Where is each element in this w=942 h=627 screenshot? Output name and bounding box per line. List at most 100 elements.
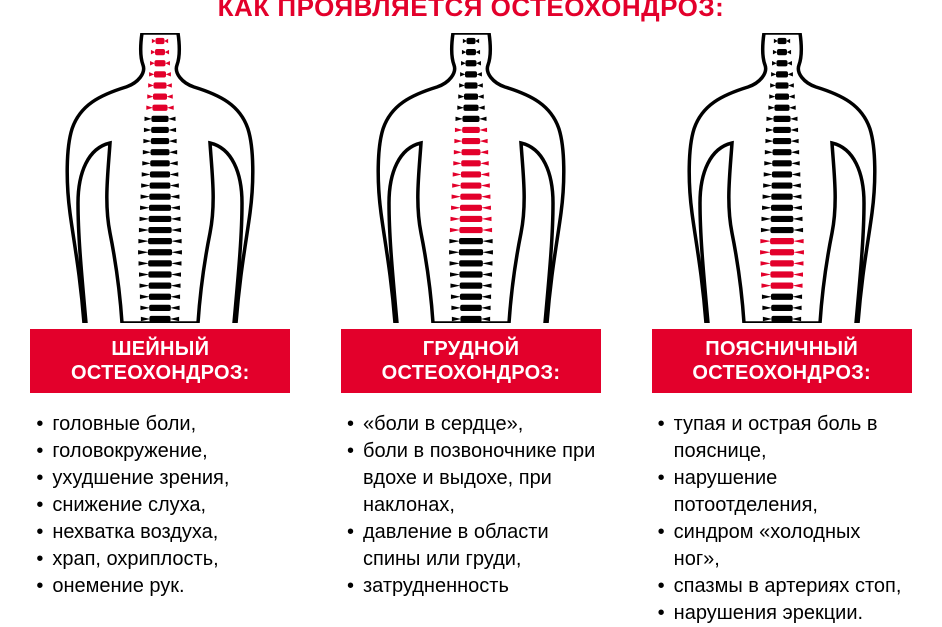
vertebra [451, 294, 491, 300]
vertebra [138, 249, 182, 255]
vertebra-highlight [761, 283, 802, 289]
vertebra [145, 116, 176, 122]
list-item: храп, охриплость, [36, 546, 290, 573]
vertebra-highlight [452, 182, 490, 188]
section-label-line1: ГРУДНОЙ [341, 337, 601, 361]
vertebra [766, 127, 798, 133]
vertebra [451, 305, 490, 311]
vertebra-highlight [453, 171, 490, 177]
vertebra [144, 138, 177, 144]
vertebra-highlight [760, 249, 804, 255]
vertebra-highlight [147, 105, 174, 111]
vertebra [762, 305, 801, 311]
vertebra [141, 182, 179, 188]
section-label: ШЕЙНЫЙОСТЕОХОНДРОЗ: [30, 329, 290, 393]
vertebra [141, 194, 180, 200]
vertebra [449, 238, 492, 244]
list-item: ухудшение зрения, [36, 465, 290, 492]
vertebra [458, 94, 484, 100]
vertebra-highlight [761, 271, 803, 277]
vertebra-highlight [150, 60, 170, 66]
vertebra [463, 38, 479, 44]
vertebra [461, 60, 481, 66]
vertebra-highlight [454, 149, 488, 155]
columns-row: ШЕЙНЫЙОСТЕОХОНДРОЗ: головные боли,головок… [20, 33, 922, 627]
vertebra [140, 205, 180, 211]
vertebra [771, 71, 793, 77]
vertebra [761, 227, 803, 233]
vertebra [452, 316, 490, 322]
list-item: боли в позвоночнике при вдохе и выдохе, … [347, 438, 601, 519]
list-item: онемение рук. [36, 573, 290, 600]
spine-figure [652, 33, 912, 323]
vertebra [449, 249, 493, 255]
vertebra [763, 182, 801, 188]
vertebra [462, 49, 480, 55]
section-label-line2: ОСТЕОХОНДРОЗ: [30, 361, 290, 385]
vertebra [768, 105, 795, 111]
vertebra [765, 138, 798, 144]
vertebra-highlight [760, 238, 803, 244]
column-0: ШЕЙНЫЙОСТЕОХОНДРОЗ: головные боли,головок… [20, 33, 301, 627]
list-item: головные боли, [36, 411, 290, 438]
list-item: спазмы в артериях стоп, [658, 573, 912, 600]
vertebra [450, 260, 493, 266]
vertebra [141, 316, 179, 322]
vertebra [139, 238, 182, 244]
vertebra [450, 271, 492, 277]
symptom-list: «боли в сердце»,боли в позвоночнике при … [341, 411, 601, 600]
spine-figure [341, 33, 601, 323]
list-item: тупая и острая боль в пояснице, [658, 411, 912, 465]
vertebra [774, 38, 790, 44]
vertebra [762, 194, 801, 200]
vertebra-highlight [452, 194, 491, 200]
section-label: ГРУДНОЙОСТЕОХОНДРОЗ: [341, 329, 601, 393]
vertebra-highlight [152, 38, 168, 44]
column-2: ПОЯСНИЧНЫЙОСТЕОХОНДРОЗ:тупая и острая бо… [641, 33, 922, 627]
vertebra [763, 171, 800, 177]
vertebra-highlight [760, 260, 803, 266]
vertebra [140, 294, 180, 300]
vertebra-highlight [148, 94, 174, 100]
vertebra [144, 127, 176, 133]
vertebra [139, 227, 181, 233]
vertebra [763, 316, 801, 322]
vertebra [773, 49, 791, 55]
vertebra-highlight [455, 127, 487, 133]
page-title: КАК ПРОЯВЛЯЕТСЯ ОСТЕОХОНДРОЗ: [20, 0, 922, 23]
vertebra [457, 105, 484, 111]
section-label-line1: ШЕЙНЫЙ [30, 337, 290, 361]
vertebra-highlight [454, 138, 487, 144]
vertebra [761, 216, 802, 222]
vertebra-highlight [450, 216, 491, 222]
list-item: снижение слуха, [36, 492, 290, 519]
vertebra [142, 171, 179, 177]
symptom-list: головные боли,головокружение,ухудшение з… [30, 411, 290, 600]
vertebra [764, 160, 799, 166]
vertebra [769, 94, 795, 100]
spine-figure [30, 33, 290, 323]
vertebra [139, 260, 182, 266]
vertebra [770, 82, 794, 88]
vertebra [139, 271, 181, 277]
vertebra [459, 82, 483, 88]
list-item: нарушение потоотделения, [658, 465, 912, 519]
vertebra [456, 116, 487, 122]
list-item: головокружение, [36, 438, 290, 465]
list-item: давление в области спины или груди, [347, 519, 601, 573]
vertebra [762, 294, 802, 300]
column-1: ГРУДНОЙОСТЕОХОНДРОЗ: «боли в сердце»,боли… [331, 33, 612, 627]
vertebra-highlight [451, 205, 491, 211]
vertebra [141, 305, 180, 311]
vertebra-highlight [151, 49, 169, 55]
list-item: нехватка воздуха, [36, 519, 290, 546]
vertebra [766, 116, 797, 122]
vertebra [762, 205, 802, 211]
symptom-list: тупая и острая боль в пояснице,нарушение… [652, 411, 912, 627]
vertebra [772, 60, 792, 66]
vertebra-highlight [149, 71, 171, 77]
list-item: «боли в сердце», [347, 411, 601, 438]
list-item: синдром «холодных ног», [658, 519, 912, 573]
vertebra [140, 216, 181, 222]
vertebra [765, 149, 799, 155]
